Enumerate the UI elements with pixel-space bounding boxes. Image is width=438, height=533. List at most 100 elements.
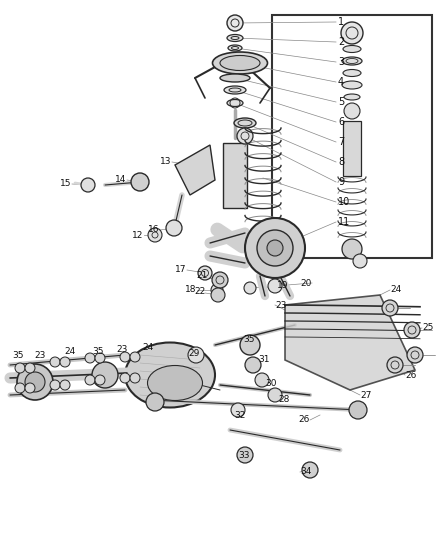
Ellipse shape <box>227 35 243 42</box>
Text: 35: 35 <box>243 335 254 344</box>
Text: 1: 1 <box>338 17 344 27</box>
Circle shape <box>60 357 70 367</box>
Circle shape <box>198 266 212 280</box>
Text: 13: 13 <box>160 157 172 166</box>
Circle shape <box>212 272 228 288</box>
Ellipse shape <box>212 52 268 74</box>
Text: 25: 25 <box>422 324 433 333</box>
Ellipse shape <box>343 69 361 77</box>
Circle shape <box>188 347 204 363</box>
Text: 29: 29 <box>188 349 199 358</box>
Text: 14: 14 <box>115 175 127 184</box>
FancyArrowPatch shape <box>217 230 243 246</box>
Circle shape <box>81 178 95 192</box>
Text: 18: 18 <box>185 286 197 295</box>
Circle shape <box>146 393 164 411</box>
Circle shape <box>302 462 318 478</box>
Text: 8: 8 <box>338 157 344 167</box>
Circle shape <box>255 373 269 387</box>
Ellipse shape <box>342 57 362 65</box>
Text: 24: 24 <box>64 348 76 357</box>
Ellipse shape <box>234 118 256 128</box>
Circle shape <box>245 218 305 278</box>
Circle shape <box>17 364 53 400</box>
Circle shape <box>353 254 367 268</box>
Ellipse shape <box>227 100 243 107</box>
Circle shape <box>237 447 253 463</box>
Circle shape <box>131 173 149 191</box>
Text: 11: 11 <box>338 217 350 227</box>
Text: 35: 35 <box>92 348 104 357</box>
Circle shape <box>268 388 282 402</box>
Text: 21: 21 <box>196 271 207 280</box>
Ellipse shape <box>125 343 215 408</box>
Circle shape <box>85 375 95 385</box>
Circle shape <box>25 363 35 373</box>
Text: 28: 28 <box>278 395 290 405</box>
Circle shape <box>257 230 293 266</box>
Circle shape <box>25 372 45 392</box>
Circle shape <box>231 403 245 417</box>
Text: 12: 12 <box>132 230 143 239</box>
Text: 10: 10 <box>338 197 350 207</box>
Text: 19: 19 <box>277 281 289 290</box>
Bar <box>343 121 361 176</box>
Circle shape <box>15 383 25 393</box>
Circle shape <box>342 239 362 259</box>
Circle shape <box>349 401 367 419</box>
Circle shape <box>387 357 403 373</box>
Circle shape <box>120 352 130 362</box>
Circle shape <box>211 288 225 302</box>
Text: 23: 23 <box>34 351 46 359</box>
Circle shape <box>130 352 140 362</box>
Circle shape <box>237 128 253 144</box>
Circle shape <box>92 362 118 388</box>
Text: 33: 33 <box>238 450 250 459</box>
Text: 30: 30 <box>265 378 276 387</box>
Text: 31: 31 <box>258 356 269 365</box>
Ellipse shape <box>344 94 360 100</box>
Polygon shape <box>285 295 415 390</box>
Circle shape <box>404 322 420 338</box>
Circle shape <box>15 363 25 373</box>
Polygon shape <box>175 145 215 195</box>
Circle shape <box>240 335 260 355</box>
Circle shape <box>148 228 162 242</box>
Circle shape <box>245 357 261 373</box>
Text: 24: 24 <box>142 343 154 352</box>
Text: 22: 22 <box>194 287 205 296</box>
Circle shape <box>341 22 363 44</box>
Text: 23: 23 <box>117 345 128 354</box>
Text: 26: 26 <box>298 416 309 424</box>
Circle shape <box>95 353 105 363</box>
Circle shape <box>50 357 60 367</box>
Text: 32: 32 <box>234 410 245 419</box>
Ellipse shape <box>342 81 362 89</box>
Circle shape <box>407 347 423 363</box>
Text: 26: 26 <box>405 370 417 379</box>
Ellipse shape <box>220 74 250 82</box>
Text: 9: 9 <box>338 177 344 187</box>
Text: 7: 7 <box>338 137 344 147</box>
Circle shape <box>227 15 243 31</box>
Text: 5: 5 <box>338 97 344 107</box>
Text: 34: 34 <box>300 467 311 477</box>
Text: 20: 20 <box>300 279 311 287</box>
Circle shape <box>244 282 256 294</box>
Circle shape <box>267 240 283 256</box>
Circle shape <box>85 353 95 363</box>
Circle shape <box>382 300 398 316</box>
Circle shape <box>60 380 70 390</box>
Text: 17: 17 <box>175 265 187 274</box>
Text: 15: 15 <box>60 180 71 189</box>
Text: 4: 4 <box>338 77 344 87</box>
Circle shape <box>50 380 60 390</box>
Circle shape <box>25 383 35 393</box>
Ellipse shape <box>224 86 246 94</box>
Circle shape <box>268 279 282 293</box>
Ellipse shape <box>148 366 202 400</box>
Circle shape <box>344 103 360 119</box>
Text: 16: 16 <box>148 225 159 235</box>
Text: 3: 3 <box>338 57 344 67</box>
Text: 6: 6 <box>338 117 344 127</box>
